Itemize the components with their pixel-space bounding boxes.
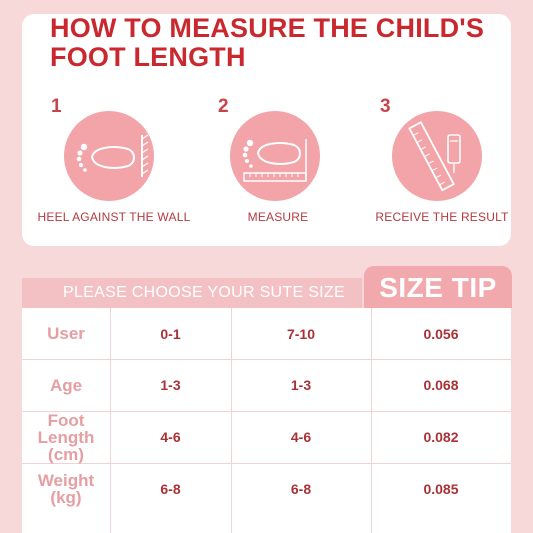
table-cell: 0.068 xyxy=(371,359,511,411)
column-divider xyxy=(371,308,372,533)
cell-value: 0.068 xyxy=(423,377,459,393)
table-cell: 6-8 xyxy=(231,463,371,515)
banner-strip xyxy=(22,278,362,308)
row-header-foot-length: Foot Length (cm) xyxy=(22,411,110,463)
cell-value: 1-3 xyxy=(160,377,181,393)
title-line-2: FOOT LENGTH xyxy=(50,42,246,72)
size-table xyxy=(22,308,511,533)
row-header-text: User xyxy=(47,324,85,343)
row-divider xyxy=(22,411,511,412)
step-number: 1 xyxy=(51,96,62,117)
step-label: MEASURE xyxy=(247,210,309,224)
cell-value: 7-10 xyxy=(286,325,316,342)
title-line-1: HOW TO MEASURE THE CHILD'S xyxy=(50,13,485,43)
row-divider xyxy=(22,359,511,360)
table-cell: 0-1 xyxy=(110,308,231,359)
row-header-text: Age xyxy=(49,375,83,395)
table-cell: 0.056 xyxy=(371,308,511,359)
table-cell: 4-6 xyxy=(231,411,371,463)
size-tip-label: SIZE TIP xyxy=(379,272,497,303)
row-header-text: Length xyxy=(37,427,95,447)
row-header-text: Foot xyxy=(47,410,85,430)
cell-value: 4-6 xyxy=(160,429,181,445)
foot-on-ruler-icon xyxy=(230,111,320,201)
page-title: HOW TO MEASURE THE CHILD'S FOOT LENGTH xyxy=(50,14,490,72)
foot-against-wall-icon xyxy=(64,111,154,201)
table-cell: 0.085 xyxy=(371,463,511,515)
column-divider xyxy=(231,308,232,533)
cell-value: 4-6 xyxy=(290,429,312,445)
row-header-user: User xyxy=(22,308,110,359)
cell-value: 6-8 xyxy=(290,481,312,497)
choose-size-text: PLEASE CHOOSE YOUR SUTE SIZE xyxy=(63,284,345,301)
table-cell: 1-3 xyxy=(231,359,371,411)
table-cell: 0.082 xyxy=(371,411,511,463)
cell-value: 0-1 xyxy=(160,325,181,342)
step-label: RECEIVE THE RESULT xyxy=(375,210,509,224)
step-number: 2 xyxy=(218,96,229,117)
cell-value: 0.085 xyxy=(423,481,459,497)
step-1: 1 HEEL AGAINST THE WALL xyxy=(28,96,191,236)
row-header-text: (cm) xyxy=(48,444,84,464)
row-divider xyxy=(22,463,511,464)
table-cell: 7-10 xyxy=(231,308,371,359)
step-2: 2 MEASURE xyxy=(194,96,354,236)
cell-value: 1-3 xyxy=(290,377,312,393)
column-divider xyxy=(110,308,111,533)
cell-value: 0.082 xyxy=(423,429,459,445)
ruler-result-icon xyxy=(392,111,482,201)
row-header-text: (kg) xyxy=(50,488,82,507)
size-tip-tab: SIZE TIP xyxy=(364,266,512,308)
row-header-weight: Weight (kg) xyxy=(22,463,110,515)
table-cell: 1-3 xyxy=(110,359,231,411)
step-number: 3 xyxy=(380,96,391,117)
step-label: HEEL AGAINST THE WALL xyxy=(37,210,191,224)
table-cell: 4-6 xyxy=(110,411,231,463)
cell-value: 0.056 xyxy=(423,325,459,342)
row-header-text: Weight xyxy=(37,471,95,490)
row-header-age: Age xyxy=(22,359,110,411)
cell-value: 6-8 xyxy=(160,481,181,497)
table-cell: 6-8 xyxy=(110,463,231,515)
step-3: 3 RECEIVE THE RESULT xyxy=(356,96,516,236)
